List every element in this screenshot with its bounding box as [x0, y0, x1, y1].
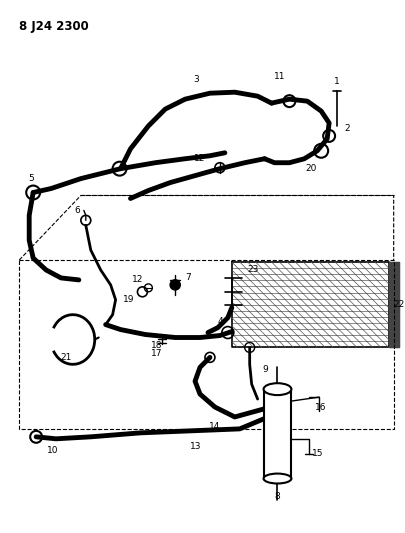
Text: 8 J24 2300: 8 J24 2300	[19, 20, 89, 33]
Text: 16: 16	[315, 402, 326, 411]
Text: 19: 19	[122, 295, 134, 304]
Text: 1: 1	[333, 77, 339, 86]
Text: 13: 13	[190, 442, 201, 451]
Text: 8: 8	[274, 492, 280, 501]
Text: 12: 12	[132, 276, 143, 285]
Ellipse shape	[263, 474, 291, 483]
Text: 22: 22	[392, 300, 403, 309]
Text: 17: 17	[150, 349, 162, 358]
Circle shape	[170, 280, 180, 290]
Text: 18: 18	[150, 341, 162, 350]
Ellipse shape	[263, 383, 291, 395]
Text: 21: 21	[60, 353, 71, 362]
Bar	[388, 262, 398, 348]
Text: 14: 14	[209, 422, 220, 431]
Text: 15: 15	[311, 449, 322, 458]
Text: 3: 3	[193, 75, 198, 84]
Text: 11: 11	[273, 72, 285, 81]
Text: 6: 6	[74, 206, 79, 215]
Text: 2: 2	[343, 124, 349, 133]
Text: 20: 20	[305, 164, 316, 173]
Text: 23: 23	[246, 265, 258, 274]
Text: 9: 9	[262, 365, 268, 374]
Text: 12: 12	[194, 154, 205, 163]
Bar	[263, 389, 291, 479]
Text: 4: 4	[217, 317, 222, 326]
Text: 7: 7	[185, 273, 190, 282]
Text: 5: 5	[28, 174, 34, 183]
Text: 10: 10	[47, 446, 59, 455]
